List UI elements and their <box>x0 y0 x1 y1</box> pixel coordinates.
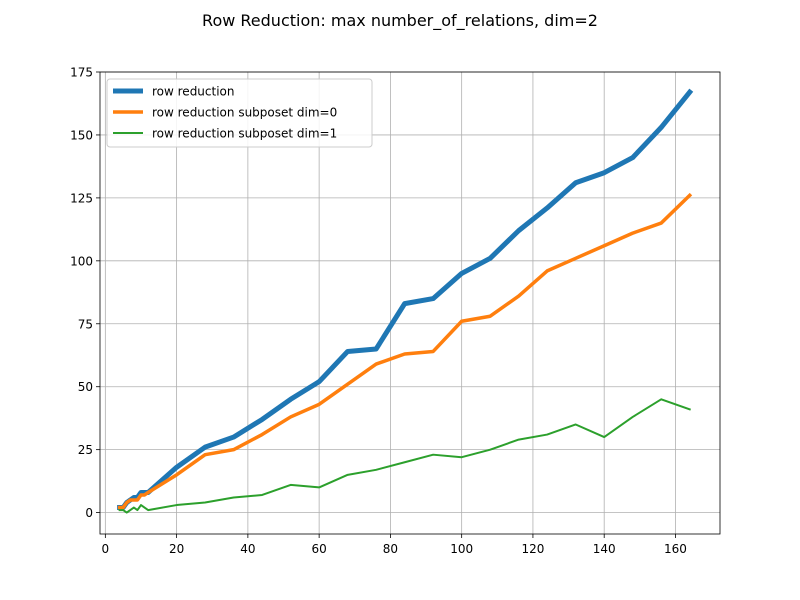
y-tick-label: 100 <box>70 254 93 268</box>
x-tick-label: 60 <box>311 542 326 556</box>
legend-label-subposet-dim-0: row reduction subposet dim=0 <box>152 106 337 120</box>
x-tick-label: 120 <box>521 542 544 556</box>
x-tick-label: 160 <box>664 542 687 556</box>
series-line-row-reduction <box>117 88 694 511</box>
y-axis: 0 25 50 75 100 125 150 175 <box>70 66 100 520</box>
x-tick-label: 40 <box>240 542 255 556</box>
y-tick-label: 75 <box>78 317 93 331</box>
x-tick-label: 80 <box>383 542 398 556</box>
x-tick-label: 100 <box>450 542 473 556</box>
y-tick-label: 125 <box>70 191 93 205</box>
legend-label-row-reduction: row reduction <box>152 85 235 99</box>
series-layer <box>117 88 694 514</box>
y-tick-label: 0 <box>85 506 93 520</box>
legend-box <box>106 78 373 148</box>
plot-frame <box>99 71 721 535</box>
y-tick-label: 50 <box>78 380 93 394</box>
series-line-subposet-dim-1 <box>118 398 691 514</box>
chart-title: Row Reduction: max number_of_relations, … <box>202 11 598 31</box>
x-tick-label: 140 <box>593 542 616 556</box>
legend: row reduction row reduction subposet dim… <box>106 78 373 148</box>
x-axis: 0 20 40 60 80 100 120 140 160 <box>102 534 687 556</box>
y-tick-label: 175 <box>70 66 93 80</box>
x-tick-label: 20 <box>169 542 184 556</box>
grid-layer <box>100 71 720 534</box>
legend-label-subposet-dim-1: row reduction subposet dim=1 <box>152 127 337 141</box>
x-tick-label: 0 <box>102 542 110 556</box>
y-tick-label: 150 <box>70 128 93 142</box>
y-tick-label: 25 <box>78 443 93 457</box>
series-line-subposet-dim-0 <box>117 192 693 510</box>
